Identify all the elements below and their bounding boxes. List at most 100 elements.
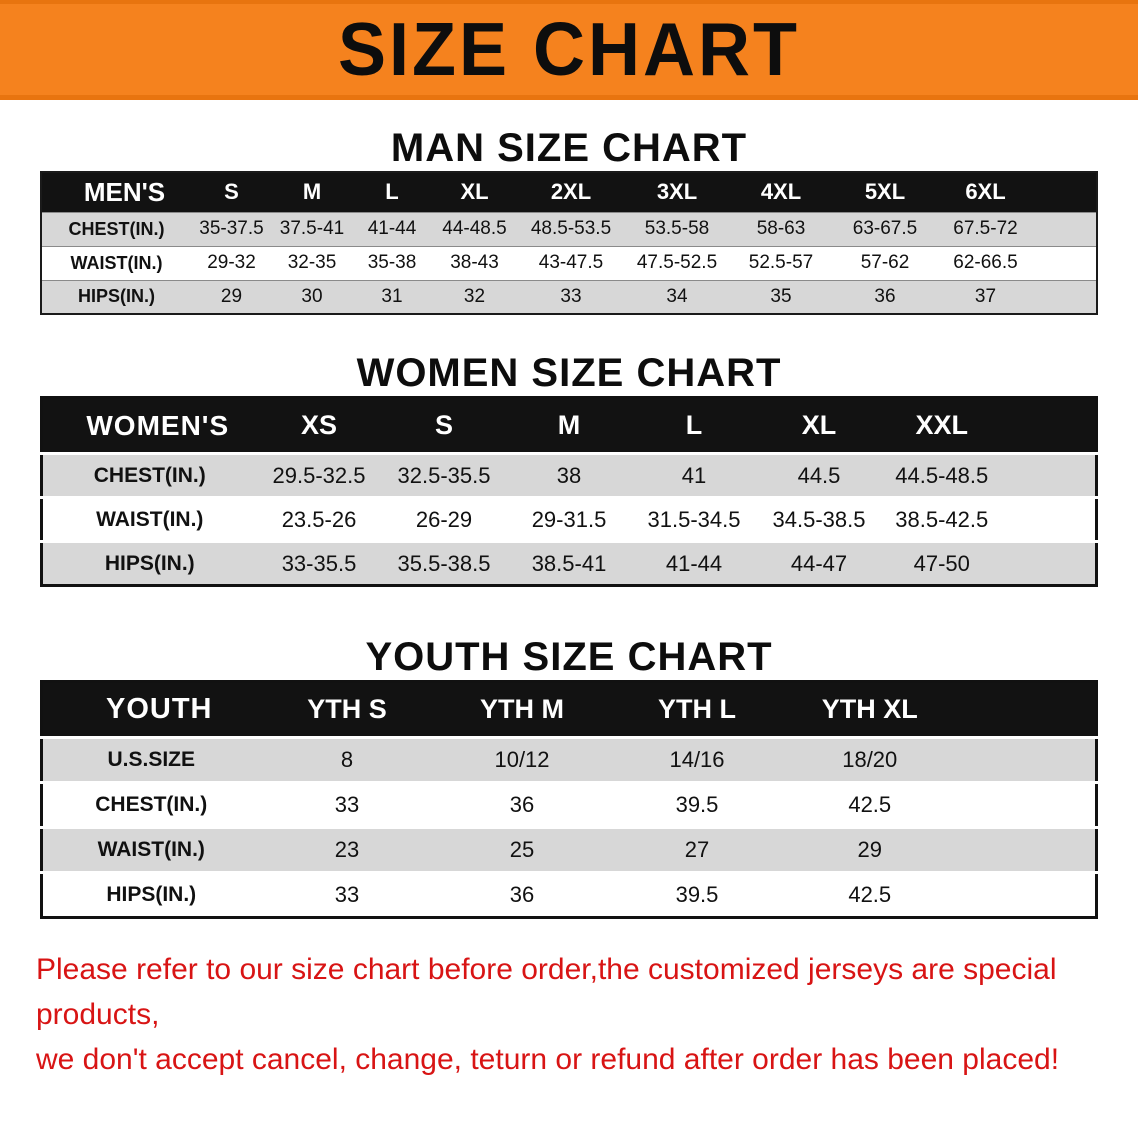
table-cell: 36 (434, 871, 610, 918)
column-header: XXL (881, 397, 1097, 455)
column-header: 5XL (833, 172, 937, 212)
table-row: WAIST(IN.) 23 25 27 29 (41, 826, 1097, 873)
table-cell: 47-50 (881, 540, 1097, 586)
table-cell: 39.5 (609, 871, 785, 918)
table-row: HIPS(IN.) 33-35.5 35.5-38.5 38.5-41 41-4… (41, 540, 1097, 586)
row-label: WAIST(IN.) (41, 245, 191, 280)
column-header: 3XL (625, 172, 729, 212)
table-cell: 43-47.5 (517, 245, 625, 280)
table-cell: 37 (937, 279, 1097, 314)
column-header: S (191, 172, 272, 212)
table-cell: 27 (609, 826, 785, 873)
table-cell: 44-48.5 (432, 211, 517, 246)
table-cell: 32-35 (272, 245, 352, 280)
table-row: U.S.SIZE 8 10/12 14/16 18/20 (41, 736, 1097, 783)
table-row: CHEST(IN.) 29.5-32.5 32.5-35.5 38 41 44.… (41, 452, 1097, 498)
table-cell: 31.5-34.5 (631, 496, 757, 542)
youth-section: YOUTH SIZE CHART YOUTH YTH S YTH M YTH L… (0, 635, 1138, 919)
table-cell: 44.5 (756, 452, 882, 498)
table-cell: 38-43 (432, 245, 517, 280)
youth-section-heading: YOUTH SIZE CHART (365, 635, 773, 679)
column-header: YTH XL (784, 681, 1097, 739)
table-cell: 63-67.5 (833, 211, 937, 246)
table-cell: 34.5-38.5 (756, 496, 882, 542)
row-label: CHEST(IN.) (41, 211, 191, 246)
women-size-table: WOMEN'S XS S M L XL XXL CHEST(IN.) 29.5-… (40, 396, 1098, 587)
table-cell: 33 (259, 871, 435, 918)
table-cell: 10/12 (434, 736, 610, 783)
table-cell: 33-35.5 (256, 540, 382, 586)
men-size-table: MEN'S S M L XL 2XL 3XL 4XL 5XL 6XL CHEST… (40, 171, 1098, 315)
table-row: WAIST(IN.) 29-32 32-35 35-38 38-43 43-47… (41, 245, 1097, 280)
table-cell: 29 (784, 826, 1097, 873)
column-header: 4XL (729, 172, 833, 212)
table-cell: 32.5-35.5 (381, 452, 507, 498)
men-section: MAN SIZE CHART MEN'S S M L XL 2XL 3XL 4X… (0, 126, 1138, 315)
row-label: U.S.SIZE (41, 736, 260, 783)
table-cell: 41 (631, 452, 757, 498)
column-header: L (352, 172, 432, 212)
men-section-heading: MAN SIZE CHART (390, 126, 748, 170)
table-cell: 36 (434, 781, 610, 828)
table-cell: 53.5-58 (625, 211, 729, 246)
column-header: WOMEN'S (41, 397, 257, 455)
table-cell: 44.5-48.5 (881, 452, 1097, 498)
column-header: YOUTH (41, 681, 260, 739)
column-header: YTH M (434, 681, 610, 739)
table-cell: 32 (432, 279, 517, 314)
table-cell: 36 (833, 279, 937, 314)
table-cell: 41-44 (352, 211, 432, 246)
row-label: WAIST(IN.) (41, 826, 260, 873)
table-cell: 57-62 (833, 245, 937, 280)
table-row: WAIST(IN.) 23.5-26 26-29 29-31.5 31.5-34… (41, 496, 1097, 542)
table-row: HIPS(IN.) 33 36 39.5 42.5 (41, 871, 1097, 918)
table-cell: 67.5-72 (937, 211, 1097, 246)
table-cell: 37.5-41 (272, 211, 352, 246)
table-cell: 35.5-38.5 (381, 540, 507, 586)
table-cell: 35-37.5 (191, 211, 272, 246)
table-cell: 25 (434, 826, 610, 873)
table-row: CHEST(IN.) 33 36 39.5 42.5 (41, 781, 1097, 828)
column-header: 6XL (937, 172, 1097, 212)
table-cell: 8 (259, 736, 435, 783)
column-header: YTH L (609, 681, 785, 739)
youth-header-row: YOUTH YTH S YTH M YTH L YTH XL (41, 681, 1097, 739)
table-cell: 29 (191, 279, 272, 314)
disclaimer-line-2: we don't accept cancel, change, teturn o… (36, 1043, 1060, 1076)
table-cell: 38.5-42.5 (881, 496, 1097, 542)
table-cell: 34 (625, 279, 729, 314)
table-cell: 44-47 (756, 540, 882, 586)
table-row: HIPS(IN.) 29 30 31 32 33 34 35 36 37 (41, 279, 1097, 314)
table-cell: 62-66.5 (937, 245, 1097, 280)
table-cell: 30 (272, 279, 352, 314)
table-cell: 29-31.5 (506, 496, 632, 542)
table-cell: 33 (259, 781, 435, 828)
page-title: SIZE CHART (338, 7, 800, 92)
row-label: CHEST(IN.) (41, 781, 260, 828)
column-header: M (272, 172, 352, 212)
column-header: 2XL (517, 172, 625, 212)
men-header-row: MEN'S S M L XL 2XL 3XL 4XL 5XL 6XL (41, 172, 1097, 212)
table-cell: 58-63 (729, 211, 833, 246)
table-cell: 47.5-52.5 (625, 245, 729, 280)
table-cell: 29.5-32.5 (256, 452, 382, 498)
row-label: HIPS(IN.) (41, 871, 260, 918)
table-cell: 52.5-57 (729, 245, 833, 280)
women-header-row: WOMEN'S XS S M L XL XXL (41, 397, 1097, 455)
table-cell: 39.5 (609, 781, 785, 828)
column-header: M (506, 397, 632, 455)
size-chart-page: SIZE CHART MAN SIZE CHART MEN'S S M L XL… (0, 0, 1138, 1082)
row-label: HIPS(IN.) (41, 540, 257, 586)
column-header: L (631, 397, 757, 455)
column-header: XL (432, 172, 517, 212)
table-cell: 18/20 (784, 736, 1097, 783)
table-cell: 38 (506, 452, 632, 498)
disclaimer: Please refer to our size chart before or… (36, 947, 1110, 1082)
row-label: WAIST(IN.) (41, 496, 257, 542)
table-cell: 23 (259, 826, 435, 873)
column-header: XS (256, 397, 382, 455)
banner: SIZE CHART (0, 0, 1138, 100)
column-header: XL (756, 397, 882, 455)
table-cell: 41-44 (631, 540, 757, 586)
table-cell: 33 (517, 279, 625, 314)
